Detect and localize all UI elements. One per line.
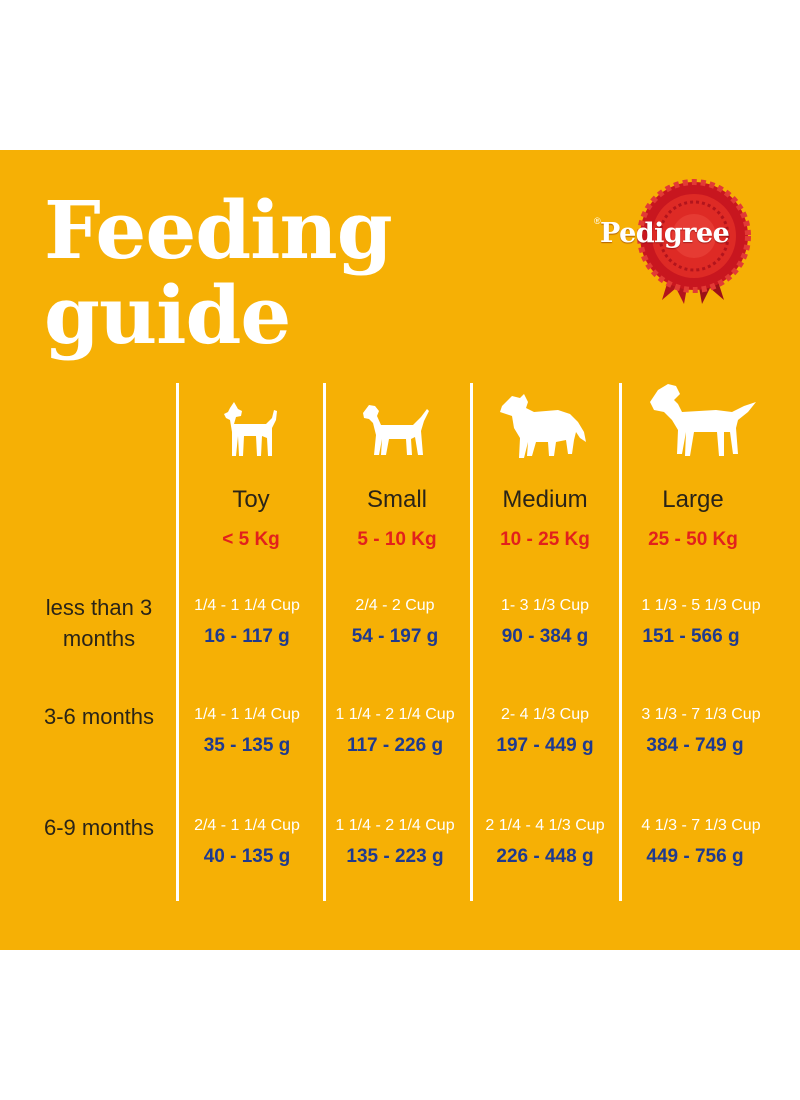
title-line-1: Feeding <box>44 183 393 277</box>
gram-amount: 54 - 197 g <box>351 626 439 647</box>
cup-amount: 2 1/4 - 4 1/3 Cup <box>485 817 605 834</box>
large-dog-icon <box>650 384 756 456</box>
gram-amount: 449 - 756 g <box>646 846 744 867</box>
cup-amount: 1 1/4 - 2 1/4 Cup <box>335 706 455 723</box>
row-label-line: months <box>62 626 136 651</box>
brand-name: Pedigree <box>600 218 730 249</box>
gram-amount: 16 - 117 g <box>204 626 290 647</box>
row-label-under-3-months: less than 3 months <box>14 592 184 654</box>
row-label-line: less than 3 <box>45 595 153 620</box>
toy-dog-icon <box>224 402 277 456</box>
cup-amount: 2/4 - 1 1/4 Cup <box>194 817 300 834</box>
cup-amount: 2- 4 1/3 Cup <box>500 706 590 723</box>
cup-amount: 1 1/3 - 5 1/3 Cup <box>641 597 761 614</box>
cup-amount: 2/4 - 2 Cup <box>355 597 435 614</box>
column-divider <box>323 383 326 901</box>
gram-amount: 226 - 448 g <box>496 846 594 867</box>
medium-dog-icon <box>500 394 586 458</box>
gram-amount: 35 - 135 g <box>203 735 291 756</box>
gram-amount: 135 - 223 g <box>346 846 444 867</box>
column-divider <box>470 383 473 901</box>
cup-amount: 1/4 - 1 1/4 Cup <box>194 597 300 614</box>
pedigree-logo <box>637 179 751 304</box>
column-weight-small: 5 - 10 Kg <box>357 529 437 550</box>
gram-amount: 90 - 384 g <box>501 626 589 647</box>
row-label-6-9-months: 6-9 months <box>43 815 155 840</box>
title-line-2: guide <box>44 268 291 362</box>
column-weight-medium: 10 - 25 Kg <box>500 529 590 550</box>
gram-amount: 197 - 449 g <box>496 735 594 756</box>
cup-amount: 1 1/4 - 2 1/4 Cup <box>335 817 455 834</box>
column-label-toy: Toy <box>232 486 270 513</box>
gram-amount: 151 - 566 g <box>642 626 740 647</box>
cup-amount: 1- 3 1/3 Cup <box>500 597 590 614</box>
column-divider <box>176 383 179 901</box>
row-label-3-6-months: 3-6 months <box>43 704 155 729</box>
column-label-large: Large <box>662 486 724 513</box>
gram-amount: 117 - 226 g <box>346 735 444 756</box>
cup-amount: 1/4 - 1 1/4 Cup <box>194 706 300 723</box>
gram-amount: 40 - 135 g <box>203 846 291 867</box>
small-dog-icon <box>363 405 429 455</box>
column-divider <box>619 383 622 901</box>
column-label-medium: Medium <box>502 486 588 513</box>
rosette-icon <box>637 179 751 304</box>
registered-mark: ® <box>594 216 601 226</box>
column-weight-toy: < 5 Kg <box>222 529 280 550</box>
column-label-small: Small <box>366 486 427 513</box>
column-weight-large: 25 - 50 Kg <box>648 529 738 550</box>
gram-amount: 384 - 749 g <box>646 735 744 756</box>
cup-amount: 4 1/3 - 7 1/3 Cup <box>641 817 761 834</box>
cup-amount: 3 1/3 - 7 1/3 Cup <box>641 706 761 723</box>
